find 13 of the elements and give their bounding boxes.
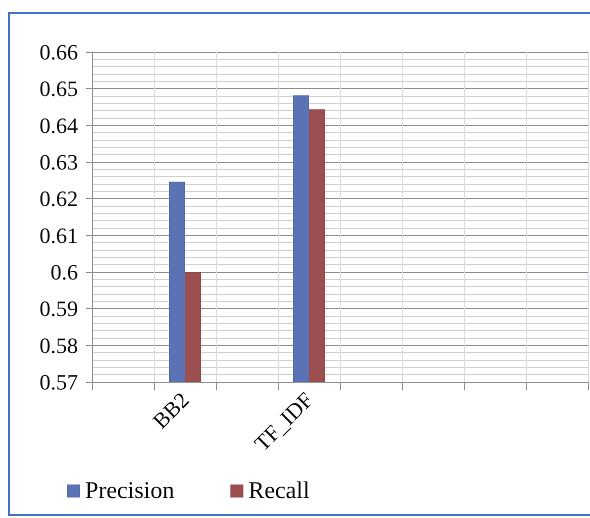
y-tick-label: 0.66 — [40, 40, 78, 64]
y-tick-label: 0.58 — [40, 332, 78, 358]
y-tick-label: 0.63 — [40, 150, 78, 174]
y-tick-label: 0.59 — [40, 296, 78, 322]
y-tick-label: 0.65 — [40, 76, 78, 102]
legend-label: Precision — [85, 478, 174, 504]
x-tick-label: BB2 — [148, 387, 194, 434]
y-tick-label: 0.6 — [50, 260, 78, 284]
y-tick-label: 0.64 — [40, 112, 78, 138]
y-tick-label: 0.61 — [40, 222, 78, 248]
legend-label: Recall — [248, 478, 310, 504]
y-tick-label: 0.57 — [40, 370, 78, 394]
y-tick-label: 0.62 — [40, 186, 78, 212]
